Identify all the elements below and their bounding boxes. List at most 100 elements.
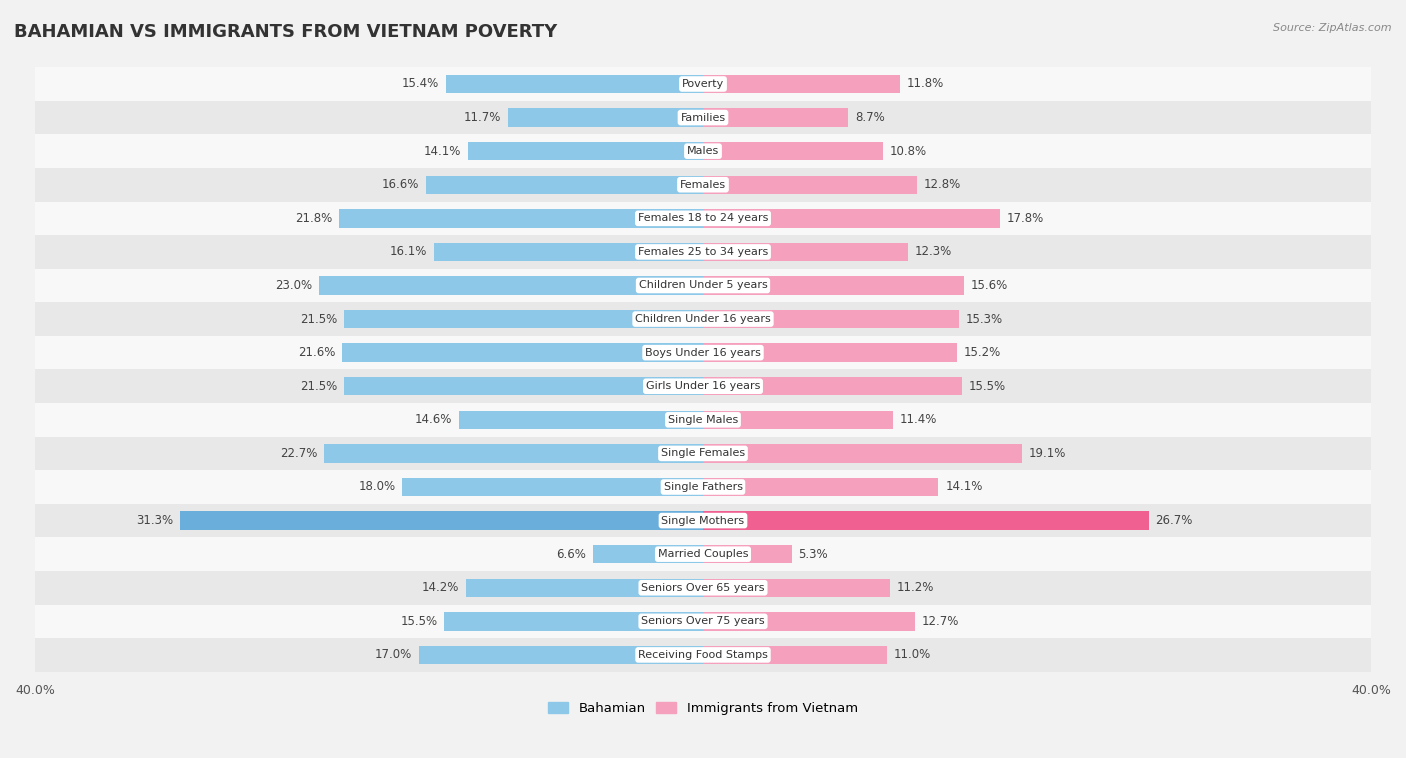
Text: Married Couples: Married Couples [658,549,748,559]
Text: Single Mothers: Single Mothers [661,515,745,525]
Text: 23.0%: 23.0% [276,279,312,292]
Text: 11.2%: 11.2% [897,581,934,594]
Bar [703,108,848,127]
Text: 19.1%: 19.1% [1029,447,1066,460]
Bar [703,411,893,429]
Bar [419,646,703,664]
Text: 15.6%: 15.6% [970,279,1008,292]
Bar [35,437,1371,470]
Text: 10.8%: 10.8% [890,145,927,158]
Bar [35,403,1371,437]
Bar [593,545,703,563]
Text: Single Females: Single Females [661,449,745,459]
Bar [508,108,703,127]
Bar [35,302,1371,336]
Bar [35,336,1371,369]
Text: 11.7%: 11.7% [464,111,501,124]
Text: 31.3%: 31.3% [136,514,173,527]
Text: 16.1%: 16.1% [389,246,427,258]
Bar [703,612,915,631]
Text: 17.0%: 17.0% [375,648,412,662]
Bar [703,377,962,396]
Text: 12.8%: 12.8% [924,178,960,191]
Text: 11.4%: 11.4% [900,413,938,426]
Text: 21.5%: 21.5% [299,380,337,393]
Text: Seniors Over 65 years: Seniors Over 65 years [641,583,765,593]
Bar [703,343,957,362]
Bar [35,101,1371,134]
Text: Females 18 to 24 years: Females 18 to 24 years [638,213,768,224]
Text: Girls Under 16 years: Girls Under 16 years [645,381,761,391]
Text: Children Under 16 years: Children Under 16 years [636,314,770,324]
Bar [468,142,703,161]
Bar [344,377,703,396]
Text: BAHAMIAN VS IMMIGRANTS FROM VIETNAM POVERTY: BAHAMIAN VS IMMIGRANTS FROM VIETNAM POVE… [14,23,557,41]
Text: Single Fathers: Single Fathers [664,482,742,492]
Text: 15.5%: 15.5% [969,380,1005,393]
Bar [35,470,1371,504]
Bar [703,646,887,664]
Bar [180,512,703,530]
Bar [703,209,1000,227]
Text: 6.6%: 6.6% [557,548,586,561]
Legend: Bahamian, Immigrants from Vietnam: Bahamian, Immigrants from Vietnam [548,702,858,715]
Bar [703,243,908,262]
Text: Receiving Food Stamps: Receiving Food Stamps [638,650,768,660]
Bar [342,343,703,362]
Text: Males: Males [688,146,718,156]
Bar [35,168,1371,202]
Text: 14.2%: 14.2% [422,581,460,594]
Text: Boys Under 16 years: Boys Under 16 years [645,348,761,358]
Bar [35,638,1371,672]
Bar [444,612,703,631]
Bar [703,176,917,194]
Text: Females: Females [681,180,725,190]
Text: 15.4%: 15.4% [402,77,439,90]
Text: 12.3%: 12.3% [915,246,952,258]
Bar [703,142,883,161]
Text: 15.5%: 15.5% [401,615,437,628]
Text: Seniors Over 75 years: Seniors Over 75 years [641,616,765,626]
Bar [703,545,792,563]
Text: 22.7%: 22.7% [280,447,318,460]
Bar [35,235,1371,268]
Text: 11.0%: 11.0% [893,648,931,662]
Text: Children Under 5 years: Children Under 5 years [638,280,768,290]
Text: 14.6%: 14.6% [415,413,453,426]
Text: 14.1%: 14.1% [945,481,983,493]
Bar [35,268,1371,302]
Bar [703,578,890,597]
Bar [703,444,1022,462]
Bar [35,571,1371,605]
Text: 15.3%: 15.3% [965,312,1002,326]
Text: Single Males: Single Males [668,415,738,424]
Bar [460,411,703,429]
Text: Females 25 to 34 years: Females 25 to 34 years [638,247,768,257]
Text: 21.8%: 21.8% [295,211,332,225]
Bar [703,276,963,295]
Text: 11.8%: 11.8% [907,77,943,90]
Text: 17.8%: 17.8% [1007,211,1045,225]
Bar [35,67,1371,101]
Text: 21.6%: 21.6% [298,346,336,359]
Text: 21.5%: 21.5% [299,312,337,326]
Text: 18.0%: 18.0% [359,481,395,493]
Bar [35,134,1371,168]
Bar [35,202,1371,235]
Bar [35,537,1371,571]
Text: 12.7%: 12.7% [922,615,959,628]
Bar [703,75,900,93]
Text: 8.7%: 8.7% [855,111,884,124]
Text: Source: ZipAtlas.com: Source: ZipAtlas.com [1274,23,1392,33]
Text: 16.6%: 16.6% [381,178,419,191]
Bar [703,310,959,328]
Text: 14.1%: 14.1% [423,145,461,158]
Bar [344,310,703,328]
Bar [319,276,703,295]
Text: 26.7%: 26.7% [1156,514,1192,527]
Bar [446,75,703,93]
Bar [703,512,1149,530]
Bar [323,444,703,462]
Text: Families: Families [681,113,725,123]
Bar [35,369,1371,403]
